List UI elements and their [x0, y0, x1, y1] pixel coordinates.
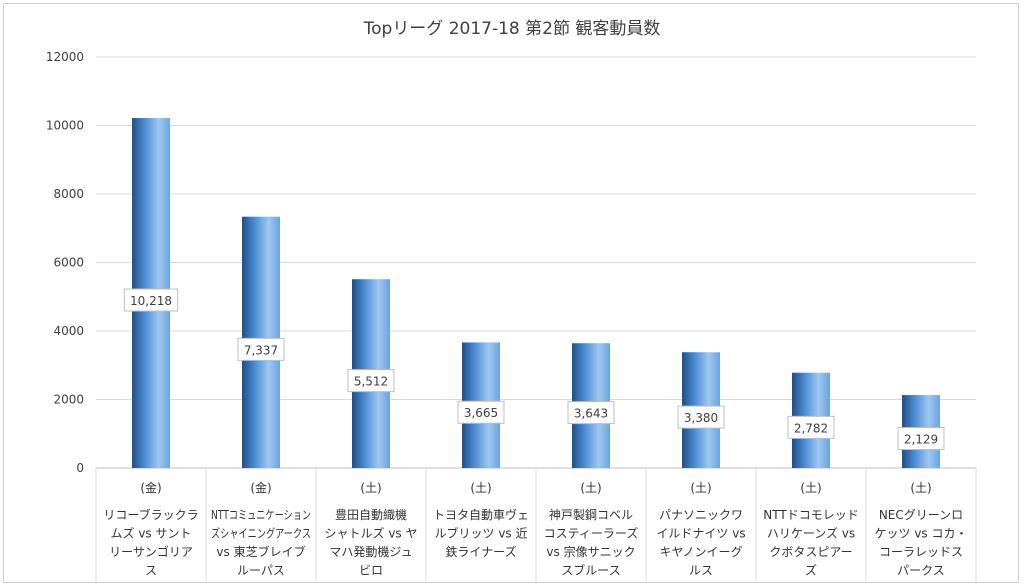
category-day: (金) — [140, 480, 161, 495]
category-label-line: スブルース — [561, 563, 620, 578]
category-label-line: ルス — [689, 564, 713, 578]
category-label-line: ズシャイニングアークス — [211, 526, 311, 541]
category-label-line: vs 東芝ブレイブ — [216, 544, 305, 559]
data-label: 5,512 — [354, 375, 388, 389]
data-label-box — [897, 427, 945, 451]
category-label-line: ケッツ vs コカ・ — [875, 527, 968, 541]
data-label-box — [567, 401, 615, 425]
category-label-line: コスティーラーズ — [544, 526, 639, 541]
gridlines — [96, 56, 976, 469]
data-label: 2,129 — [904, 433, 938, 447]
category-label-line: ハリケーンズ vs — [767, 526, 855, 541]
chart-title: Topリーグ 2017-18 第2節 観客動員数 — [363, 19, 661, 39]
category-day: (土) — [470, 481, 491, 495]
y-axis-ticks: 0 2000 4000 6000 8000 10000 12000 — [46, 50, 84, 475]
bars — [132, 118, 940, 468]
category-label-line: パークス — [897, 564, 945, 578]
category-label-line: NTTドコモレッド — [763, 508, 858, 522]
data-label-box — [237, 337, 285, 361]
data-label-box — [123, 288, 179, 312]
category-label-line: 豊田自動織機 — [335, 507, 407, 522]
category-day: (土) — [800, 481, 821, 495]
category-label-line: NTTコミュニケーション — [211, 508, 311, 522]
category-label-line: イルドナイツ vs — [656, 527, 745, 541]
y-tick-label: 10000 — [46, 119, 84, 133]
category-label-line: ビロ — [359, 564, 383, 578]
category-day: (土) — [360, 481, 381, 495]
data-label: 3,380 — [684, 411, 718, 425]
category-label-line: パナソニックワ — [659, 508, 743, 522]
category-day: (土) — [580, 481, 601, 495]
category-day: (土) — [690, 481, 711, 495]
category-label-line: ス — [145, 564, 157, 578]
y-tick-label: 4000 — [53, 324, 84, 338]
data-label: 3,665 — [464, 406, 498, 420]
data-label-box — [347, 369, 395, 393]
category-label-line: リーサンゴリア — [109, 544, 193, 559]
data-label-box — [677, 405, 725, 429]
data-label: 2,782 — [794, 421, 828, 435]
category-label-line: ルブリッツ vs 近 — [435, 526, 528, 541]
category-label-line: リコーブラックラ — [103, 507, 198, 522]
category-day: (土) — [910, 481, 931, 495]
category-label-line: マハ発動機ジュ — [329, 544, 412, 559]
category-day: (金) — [250, 480, 271, 495]
y-tick-label: 12000 — [46, 50, 84, 64]
category-label-line: トヨタ自動車ヴェ — [433, 507, 529, 522]
data-label: 3,643 — [574, 407, 608, 421]
data-label: 10,218 — [130, 294, 172, 308]
y-tick-label: 0 — [76, 461, 84, 475]
category-label-line: 鉄ライナーズ — [445, 544, 516, 559]
category-label-line: キヤノンイーグ — [659, 545, 742, 559]
category-label-line: ルーパス — [237, 564, 285, 578]
category-label-line: ムズ vs サント — [111, 526, 192, 541]
category-label-line: vs 宗像サニック — [546, 544, 635, 559]
category-label-line: 神戸製鋼コベル — [549, 508, 633, 522]
category-label-line: ズ — [805, 563, 817, 578]
data-label-box — [787, 415, 835, 439]
y-tick-label: 2000 — [53, 393, 84, 407]
category-label-line: クボタスピアー — [769, 545, 852, 559]
category-label-line: コーラレッドス — [879, 545, 963, 559]
data-label-box — [457, 400, 505, 424]
y-tick-label: 8000 — [53, 187, 84, 201]
data-label: 7,337 — [244, 343, 278, 357]
data-labels: 10,218 7,337 5,512 3,665 3,643 3,380 2,782 2,12… — [123, 288, 945, 451]
category-label-line: シャトルズ vs ヤ — [325, 526, 418, 541]
category-label-line: NECグリーンロ — [879, 508, 963, 522]
y-tick-label: 6000 — [53, 256, 84, 270]
